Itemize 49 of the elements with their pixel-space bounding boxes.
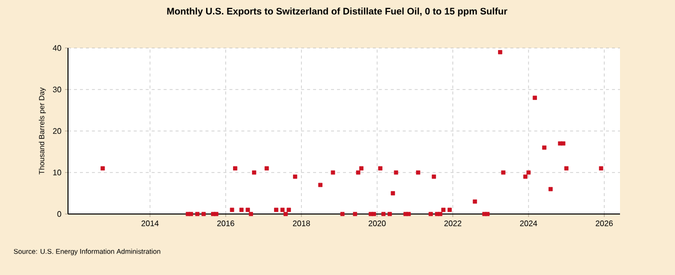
- point: [498, 50, 502, 54]
- point: [388, 212, 392, 216]
- point: [340, 212, 345, 216]
- point: [438, 212, 442, 216]
- point: [406, 212, 411, 216]
- point: [548, 187, 553, 192]
- point: [233, 166, 238, 170]
- point: [230, 208, 234, 212]
- point: [239, 208, 244, 212]
- point: [352, 212, 358, 216]
- point: [188, 212, 194, 216]
- point: [284, 212, 288, 216]
- point: [428, 212, 433, 216]
- point: [195, 212, 200, 216]
- point: [542, 146, 546, 150]
- point: [274, 208, 278, 212]
- point: [472, 199, 478, 204]
- point: [448, 208, 452, 212]
- point: [501, 170, 506, 175]
- point: [330, 170, 336, 175]
- point: [526, 170, 531, 175]
- point: [561, 141, 566, 146]
- point: [246, 208, 250, 212]
- point: [202, 212, 206, 216]
- point: [359, 166, 364, 170]
- point: [485, 212, 490, 216]
- point: [248, 212, 254, 216]
- point: [564, 166, 568, 170]
- point: [441, 208, 446, 212]
- point: [280, 208, 285, 212]
- point: [378, 166, 382, 170]
- point: [293, 174, 298, 179]
- point: [356, 170, 360, 175]
- point: [252, 170, 256, 175]
- point: [416, 170, 420, 175]
- point: [598, 166, 604, 170]
- point: [523, 174, 528, 179]
- point: [214, 212, 218, 216]
- point: [532, 96, 537, 100]
- point: [372, 212, 376, 216]
- point: [286, 208, 291, 212]
- point: [264, 166, 269, 170]
- point: [394, 170, 398, 175]
- chart-title: Monthly U.S. Exports to Switzerland of Distillate Fuel Oil, 0 to 15 ppm Sulfur: [167, 8, 508, 16]
- point: [390, 191, 395, 196]
- point: [381, 212, 386, 216]
- point: [318, 182, 322, 188]
- point: [432, 174, 436, 179]
- point: [100, 166, 105, 170]
